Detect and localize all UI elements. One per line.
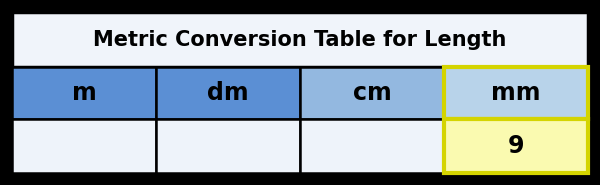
Bar [12,67,156,119]
Bar [12,12,588,67]
Bar [156,67,300,119]
Text: dm: dm [207,81,249,105]
Bar [12,119,156,173]
Bar [156,119,300,173]
Bar [300,119,444,173]
Bar [444,67,588,119]
Text: mm: mm [491,81,541,105]
Bar [300,67,444,119]
Bar [12,12,588,173]
Text: m: m [71,81,97,105]
Text: 9: 9 [508,134,524,158]
Text: Metric Conversion Table for Length: Metric Conversion Table for Length [94,29,506,50]
Bar [444,119,588,173]
Text: cm: cm [353,81,391,105]
